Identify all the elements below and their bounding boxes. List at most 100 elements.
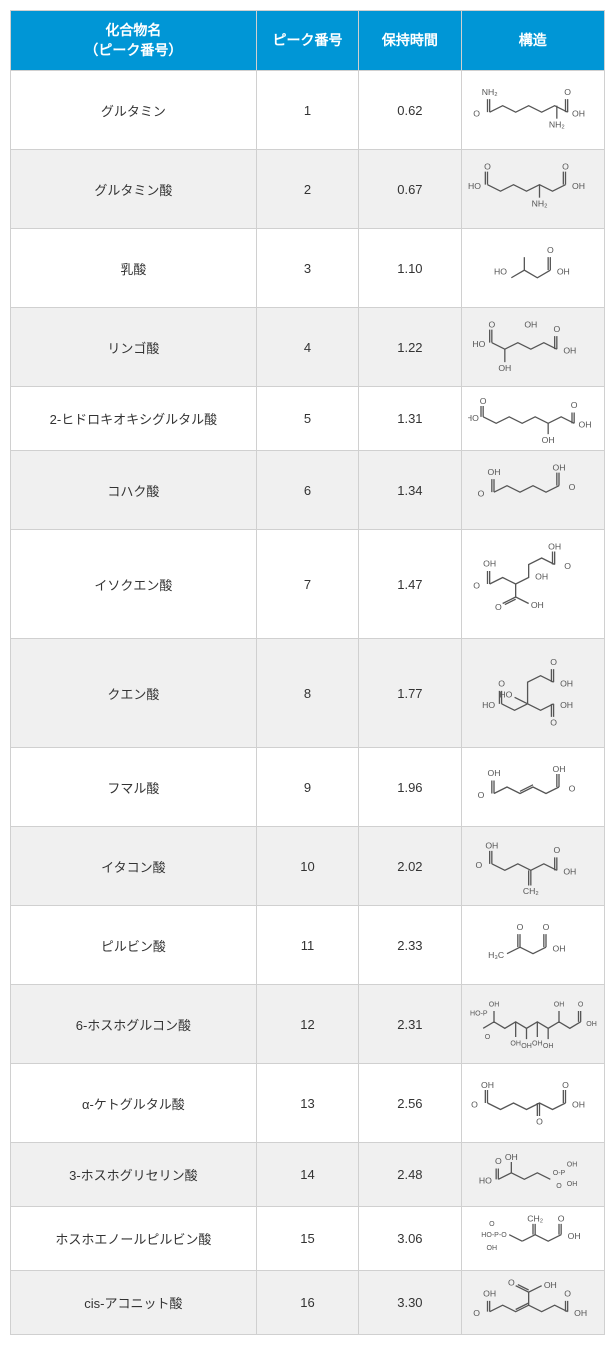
cell-compound-name: α-ケトグルタル酸: [11, 1064, 257, 1143]
cell-peak-number: 3: [256, 229, 358, 308]
structure-icon: [468, 1073, 598, 1133]
structure-icon: [468, 238, 598, 298]
cell-structure: [461, 985, 604, 1064]
cell-peak-number: 9: [256, 748, 358, 827]
cell-structure: [461, 150, 604, 229]
header-peak-sub-text: （ピーク番号）: [84, 42, 182, 58]
cell-retention-time: 1.47: [359, 530, 461, 639]
structure-icon: [468, 539, 598, 629]
cell-compound-name: 6-ホスホグルコン酸: [11, 985, 257, 1064]
cell-structure: [461, 229, 604, 308]
structure-icon: [468, 994, 598, 1054]
header-compound-name: 化合物名 （ピーク番号）: [11, 11, 257, 71]
header-peak-number: ピーク番号: [256, 11, 358, 71]
cell-retention-time: 1.77: [359, 639, 461, 748]
structure-icon: [468, 395, 598, 443]
cell-retention-time: 2.31: [359, 985, 461, 1064]
cell-retention-time: 1.96: [359, 748, 461, 827]
cell-structure: [461, 1271, 604, 1335]
cell-compound-name: クエン酸: [11, 639, 257, 748]
structure-icon: [468, 159, 598, 219]
table-row: グルタミン10.62: [11, 71, 605, 150]
cell-compound-name: 3-ホスホグリセリン酸: [11, 1143, 257, 1207]
cell-compound-name: グルタミン酸: [11, 150, 257, 229]
cell-compound-name: イタコン酸: [11, 827, 257, 906]
cell-compound-name: ピルビン酸: [11, 906, 257, 985]
cell-peak-number: 15: [256, 1207, 358, 1271]
cell-retention-time: 0.67: [359, 150, 461, 229]
cell-compound-name: グルタミン: [11, 71, 257, 150]
cell-structure: [461, 906, 604, 985]
table-row: コハク酸61.34: [11, 451, 605, 530]
header-row: 化合物名 （ピーク番号） ピーク番号 保持時間 構造: [11, 11, 605, 71]
cell-peak-number: 1: [256, 71, 358, 150]
cell-structure: [461, 308, 604, 387]
cell-structure: [461, 1143, 604, 1207]
structure-icon: [468, 836, 598, 896]
table-row: クエン酸81.77: [11, 639, 605, 748]
table-row: ホスホエノールピルビン酸153.06: [11, 1207, 605, 1271]
cell-peak-number: 11: [256, 906, 358, 985]
cell-peak-number: 10: [256, 827, 358, 906]
table-row: イソクエン酸71.47: [11, 530, 605, 639]
cell-structure: [461, 451, 604, 530]
cell-structure: [461, 1207, 604, 1271]
cell-compound-name: cis-アコニット酸: [11, 1271, 257, 1335]
cell-retention-time: 1.31: [359, 387, 461, 451]
table-row: α-ケトグルタル酸132.56: [11, 1064, 605, 1143]
cell-structure: [461, 71, 604, 150]
cell-retention-time: 0.62: [359, 71, 461, 150]
cell-retention-time: 3.06: [359, 1207, 461, 1271]
structure-icon: [468, 80, 598, 140]
header-structure: 構造: [461, 11, 604, 71]
table-row: 2-ヒドロキオキシグルタル酸51.31: [11, 387, 605, 451]
cell-structure: [461, 530, 604, 639]
table-row: グルタミン酸20.67: [11, 150, 605, 229]
cell-retention-time: 2.56: [359, 1064, 461, 1143]
cell-peak-number: 8: [256, 639, 358, 748]
structure-icon: [468, 460, 598, 520]
table-row: フマル酸91.96: [11, 748, 605, 827]
cell-retention-time: 3.30: [359, 1271, 461, 1335]
cell-peak-number: 7: [256, 530, 358, 639]
cell-compound-name: ホスホエノールピルビン酸: [11, 1207, 257, 1271]
structure-icon: [468, 1215, 598, 1263]
structure-icon: [468, 648, 598, 738]
cell-compound-name: イソクエン酸: [11, 530, 257, 639]
header-retention-time: 保持時間: [359, 11, 461, 71]
cell-peak-number: 13: [256, 1064, 358, 1143]
cell-peak-number: 16: [256, 1271, 358, 1335]
cell-retention-time: 1.34: [359, 451, 461, 530]
cell-compound-name: フマル酸: [11, 748, 257, 827]
cell-structure: [461, 748, 604, 827]
cell-structure: [461, 1064, 604, 1143]
structure-icon: [468, 757, 598, 817]
table-row: リンゴ酸41.22: [11, 308, 605, 387]
cell-peak-number: 12: [256, 985, 358, 1064]
cell-peak-number: 5: [256, 387, 358, 451]
cell-compound-name: リンゴ酸: [11, 308, 257, 387]
cell-retention-time: 2.33: [359, 906, 461, 985]
cell-retention-time: 1.10: [359, 229, 461, 308]
cell-peak-number: 2: [256, 150, 358, 229]
table-row: ピルビン酸112.33: [11, 906, 605, 985]
cell-peak-number: 6: [256, 451, 358, 530]
structure-icon: [468, 1279, 598, 1327]
table-row: 乳酸31.10: [11, 229, 605, 308]
structure-icon: [468, 1151, 598, 1199]
cell-structure: [461, 387, 604, 451]
cell-peak-number: 4: [256, 308, 358, 387]
cell-structure: [461, 827, 604, 906]
structure-icon: [468, 915, 598, 975]
cell-compound-name: 2-ヒドロキオキシグルタル酸: [11, 387, 257, 451]
table-row: 3-ホスホグリセリン酸142.48: [11, 1143, 605, 1207]
cell-compound-name: コハク酸: [11, 451, 257, 530]
header-compound-name-text: 化合物名: [105, 22, 161, 38]
cell-retention-time: 2.48: [359, 1143, 461, 1207]
structure-icon: [468, 317, 598, 377]
cell-compound-name: 乳酸: [11, 229, 257, 308]
cell-peak-number: 14: [256, 1143, 358, 1207]
table-row: イタコン酸102.02: [11, 827, 605, 906]
cell-retention-time: 1.22: [359, 308, 461, 387]
compound-table: 化合物名 （ピーク番号） ピーク番号 保持時間 構造 グルタミン10.62グルタ…: [10, 10, 605, 1335]
